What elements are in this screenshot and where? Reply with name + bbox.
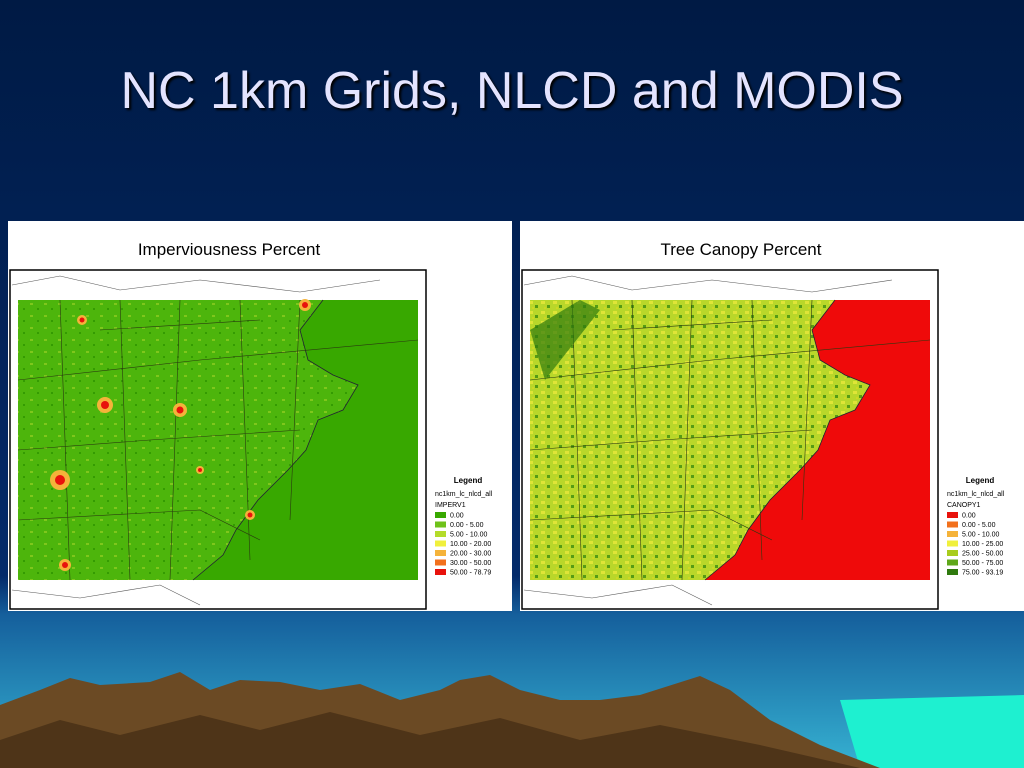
legend-swatch <box>435 521 446 528</box>
slide-title: NC 1km Grids, NLCD and MODIS <box>120 62 903 120</box>
legend-swatch <box>435 531 446 537</box>
urban-core <box>176 406 184 414</box>
legend-label: 50.00 - 78.79 <box>450 570 491 577</box>
urban-core <box>62 562 68 568</box>
legend-label: 0.00 - 5.00 <box>962 522 996 529</box>
map-title: Imperviousness Percent <box>138 240 321 259</box>
legend-title: Legend <box>454 476 483 485</box>
legend-swatch <box>947 569 958 575</box>
sea <box>840 695 1024 768</box>
urban-core <box>302 302 308 308</box>
mountain-forest <box>530 300 600 380</box>
map-panel: Tree Canopy Percent Legend nc1km_lc_nlcd_a… <box>520 221 1024 611</box>
neighbor-boundaries <box>523 275 893 606</box>
legend-swatch <box>947 559 958 566</box>
legend-swatch <box>947 550 958 556</box>
legend-layer: nc1km_lc_nlcd_all <box>947 491 1005 498</box>
legend-label: 0.00 - 5.00 <box>450 522 484 529</box>
mountains-shadow <box>0 712 860 768</box>
legend-label: 0.00 <box>450 513 464 520</box>
urban-core <box>247 512 253 518</box>
legend-swatch <box>947 521 958 528</box>
legend-label: 75.00 - 93.19 <box>962 570 1003 577</box>
legend-title: Legend <box>966 476 995 485</box>
legend-layer: nc1km_lc_nlcd_all <box>435 491 493 498</box>
legend-label: 20.00 - 30.00 <box>450 551 491 558</box>
urban-core <box>101 401 109 409</box>
legend-label: 50.00 - 75.00 <box>962 560 1003 567</box>
legend-label: 30.00 - 50.00 <box>450 560 491 567</box>
neighbor-boundaries <box>11 275 381 606</box>
ocean <box>193 300 418 580</box>
legend-swatch <box>947 512 958 518</box>
legend-swatch <box>435 569 446 575</box>
legend-label: 5.00 - 10.00 <box>962 532 999 539</box>
coastline <box>192 299 359 581</box>
legend-label: 0.00 <box>962 513 976 520</box>
urban-core <box>79 317 85 323</box>
legend-label: 5.00 - 10.00 <box>450 532 487 539</box>
urban-core <box>55 475 65 485</box>
legend-label: 10.00 - 20.00 <box>450 541 491 548</box>
ocean <box>705 300 930 580</box>
urban-core <box>198 468 202 472</box>
county-lines <box>17 299 419 581</box>
legend-label: 10.00 - 25.00 <box>962 541 1003 548</box>
legend-field: CANOPY1 <box>947 502 981 509</box>
legend-field: IMPERV1 <box>435 502 466 509</box>
legend-swatch <box>435 512 446 518</box>
map-title: Tree Canopy Percent <box>661 240 822 259</box>
map-panel: Imperviousness Percent Legend nc1km_lc_nlc… <box>8 221 512 611</box>
legend-swatch <box>947 531 958 537</box>
coastline <box>704 299 871 581</box>
legend-swatch <box>435 559 446 566</box>
legend-swatch <box>947 540 958 547</box>
county-lines <box>529 299 931 581</box>
legend-label: 25.00 - 50.00 <box>962 551 1003 558</box>
legend-swatch <box>435 550 446 556</box>
legend-swatch <box>435 540 446 547</box>
panels: Imperviousness Percent Legend nc1km_lc_nlc… <box>8 221 1024 611</box>
